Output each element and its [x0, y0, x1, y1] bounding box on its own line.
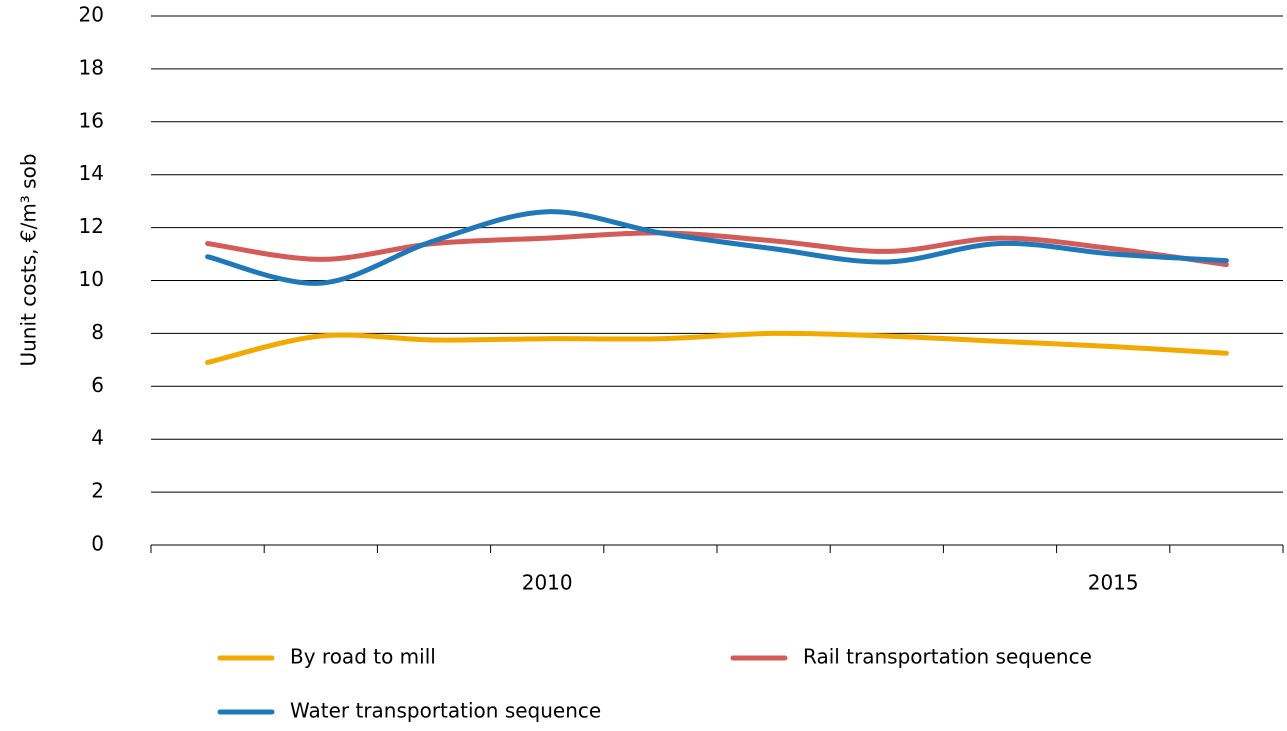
- line-series: [205, 209, 1229, 286]
- legend-label: Water transportation sequence: [290, 699, 601, 723]
- line-series: [205, 230, 1229, 268]
- x-tick-label: 2015: [1088, 571, 1139, 595]
- legend-label: By road to mill: [290, 645, 436, 669]
- y-tick-label: 14: [79, 161, 104, 185]
- y-axis-label: Uunit costs, €/m³ sob: [17, 153, 41, 366]
- legend-label: Rail transportation sequence: [803, 645, 1092, 669]
- y-tick-label: 6: [91, 373, 104, 397]
- y-tick-label: 20: [79, 3, 104, 27]
- x-tick-label: 2010: [522, 571, 573, 595]
- y-tick-label: 0: [91, 532, 104, 556]
- y-tick-label: 10: [79, 267, 104, 291]
- line-series: [205, 330, 1229, 365]
- y-tick-label: 16: [79, 108, 104, 132]
- y-tick-label: 8: [91, 320, 104, 344]
- y-tick-label: 18: [79, 55, 104, 79]
- y-tick-label: 2: [91, 479, 104, 503]
- y-tick-label: 4: [91, 426, 104, 450]
- y-tick-label: 12: [79, 214, 104, 238]
